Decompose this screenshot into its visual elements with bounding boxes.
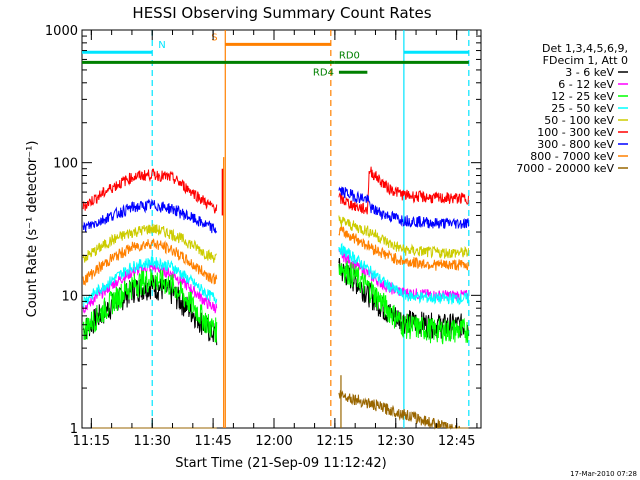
legend-label-3: 12 - 25 keV <box>551 90 614 103</box>
series-line-8-seg1 <box>82 238 218 286</box>
x-tick-label-2: 11:30 <box>133 434 170 449</box>
legend-label-9: 7000 - 20000 keV <box>516 162 614 175</box>
series-line-5-seg1 <box>82 223 217 263</box>
flag-label-s: S <box>211 32 217 43</box>
x-axis-label: Start Time (21-Sep-09 11:12:42) <box>175 456 386 471</box>
series-line-3-seg2 <box>338 260 469 345</box>
legend-label-4: 25 - 50 keV <box>551 102 614 115</box>
series-line-4-seg2 <box>338 242 469 306</box>
footer-timestamp: 17-Mar-2010 07:28 <box>570 470 637 478</box>
y-tick-label-3: 100 <box>53 157 78 172</box>
series-line-4-seg1 <box>82 256 218 308</box>
series-line-9-seg2 <box>338 390 469 430</box>
legend-label-5: 50 - 100 keV <box>544 114 614 127</box>
chart-title: HESSI Observing Summary Count Rates <box>132 4 431 22</box>
series-line-3-seg1 <box>82 268 218 343</box>
legend-label-7: 300 - 800 keV <box>537 138 614 151</box>
x-tick-label-5: 12:15 <box>316 434 353 449</box>
legend-label-6: 100 - 300 keV <box>537 126 614 139</box>
x-tick-label-6: 12:30 <box>377 434 414 449</box>
x-tick-label-4: 12:00 <box>255 434 292 449</box>
series-line-8-seg2 <box>338 226 469 271</box>
y-tick-label-4: 1000 <box>45 24 78 39</box>
y-tick-label-1: 1 <box>70 422 78 437</box>
legend-header-1: Det 1,3,4,5,6,9, <box>542 42 628 55</box>
x-tick-label-1: 11:15 <box>73 434 110 449</box>
legend: Det 1,3,4,5,6,9,FDecim 1, Att 03 - 6 keV… <box>516 42 628 175</box>
y-axis-label: Count Rate (s⁻¹ detector⁻¹) <box>25 141 40 318</box>
series-line-5-seg2 <box>338 215 469 259</box>
y-tick-label-2: 10 <box>61 289 78 304</box>
legend-label-8: 800 - 7000 keV <box>530 150 614 163</box>
series-line-7-seg1 <box>82 198 218 234</box>
legend-label-1: 3 - 6 keV <box>565 66 614 79</box>
plot-content: N S RD0 RD4 <box>82 30 470 430</box>
series-line-6-seg1 <box>82 168 218 214</box>
x-tick-label-3: 11:45 <box>194 434 231 449</box>
flag-label-n: N <box>158 40 165 51</box>
legend-header-2: FDecim 1, Att 0 <box>543 54 628 67</box>
flag-label-rd0: RD0 <box>339 50 360 61</box>
flag-label-rd4: RD4 <box>313 67 334 78</box>
series-line-6-seg2 <box>338 166 469 215</box>
plot-frame <box>81 29 482 429</box>
x-tick-label-7: 12:45 <box>438 434 475 449</box>
axes: 1 10 100 1000 11:15 11:30 11:45 12:00 12:15 12:30… <box>45 24 481 449</box>
legend-label-2: 6 - 12 keV <box>558 78 614 91</box>
series-line-7-seg2 <box>338 186 469 230</box>
